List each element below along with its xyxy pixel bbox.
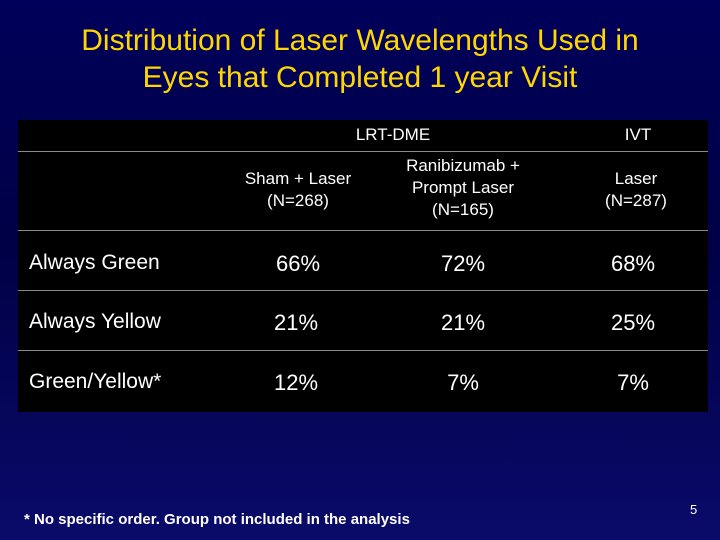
column-header-ivt-laser-line-1: Laser <box>614 169 658 188</box>
row-divider-2 <box>18 350 708 351</box>
cell-always-yellow-ivt-laser: 25% <box>610 310 656 335</box>
column-header-sham-laser: Sham + Laser (N=268) <box>218 168 378 212</box>
slide-title-line-2: Eyes that Completed 1 year Visit <box>142 61 578 94</box>
row-label-always-green: Always Green <box>29 251 160 274</box>
cell-green-yellow-ivt-laser: 7% <box>617 370 649 395</box>
row-label-green-yellow: Green/Yellow* <box>29 370 162 393</box>
column-header-ivt-laser: Laser (N=287) <box>576 168 696 212</box>
cell-always-green-sham-laser: 66% <box>275 251 321 276</box>
column-header-ranibizumab-line-2: Prompt Laser <box>411 178 515 197</box>
cell-green-yellow-ranibizumab: 7% <box>447 370 479 395</box>
row-divider-1 <box>18 290 708 291</box>
cell-always-yellow-ranibizumab: 21% <box>440 310 486 335</box>
column-header-ranibizumab-prompt-laser: Ranibizumab + Prompt Laser (N=165) <box>373 155 553 221</box>
cell-green-yellow-sham-laser: 12% <box>273 370 319 395</box>
group-header-ivt: IVT <box>624 125 652 144</box>
row-label-always-yellow: Always Yellow <box>29 310 161 333</box>
column-header-ranibizumab-line-1: Ranibizumab + <box>406 156 520 175</box>
cell-always-yellow-sham-laser: 21% <box>273 310 319 335</box>
group-header-lrt-dme: LRT-DME <box>355 125 431 144</box>
slide-title: Distribution of Laser Wavelengths Used i… <box>0 22 720 96</box>
results-table: LRT-DME IVT Sham + Laser (N=268) Ranibiz… <box>18 120 708 412</box>
column-header-sham-laser-line-1: Sham + Laser <box>244 169 352 188</box>
column-header-ranibizumab-line-3: (N=165) <box>432 200 494 219</box>
column-header-ivt-laser-line-2: (N=287) <box>605 191 667 210</box>
page-number: 5 <box>690 502 698 517</box>
header-divider-top <box>18 151 708 152</box>
cell-always-green-ivt-laser: 68% <box>610 251 656 276</box>
cell-always-green-ranibizumab: 72% <box>440 251 486 276</box>
column-header-sham-laser-line-2: (N=268) <box>267 191 329 210</box>
slide-title-line-1: Distribution of Laser Wavelengths Used i… <box>81 24 639 57</box>
header-divider-bottom <box>18 230 708 231</box>
footnote: * No specific order. Group not included … <box>24 511 410 528</box>
